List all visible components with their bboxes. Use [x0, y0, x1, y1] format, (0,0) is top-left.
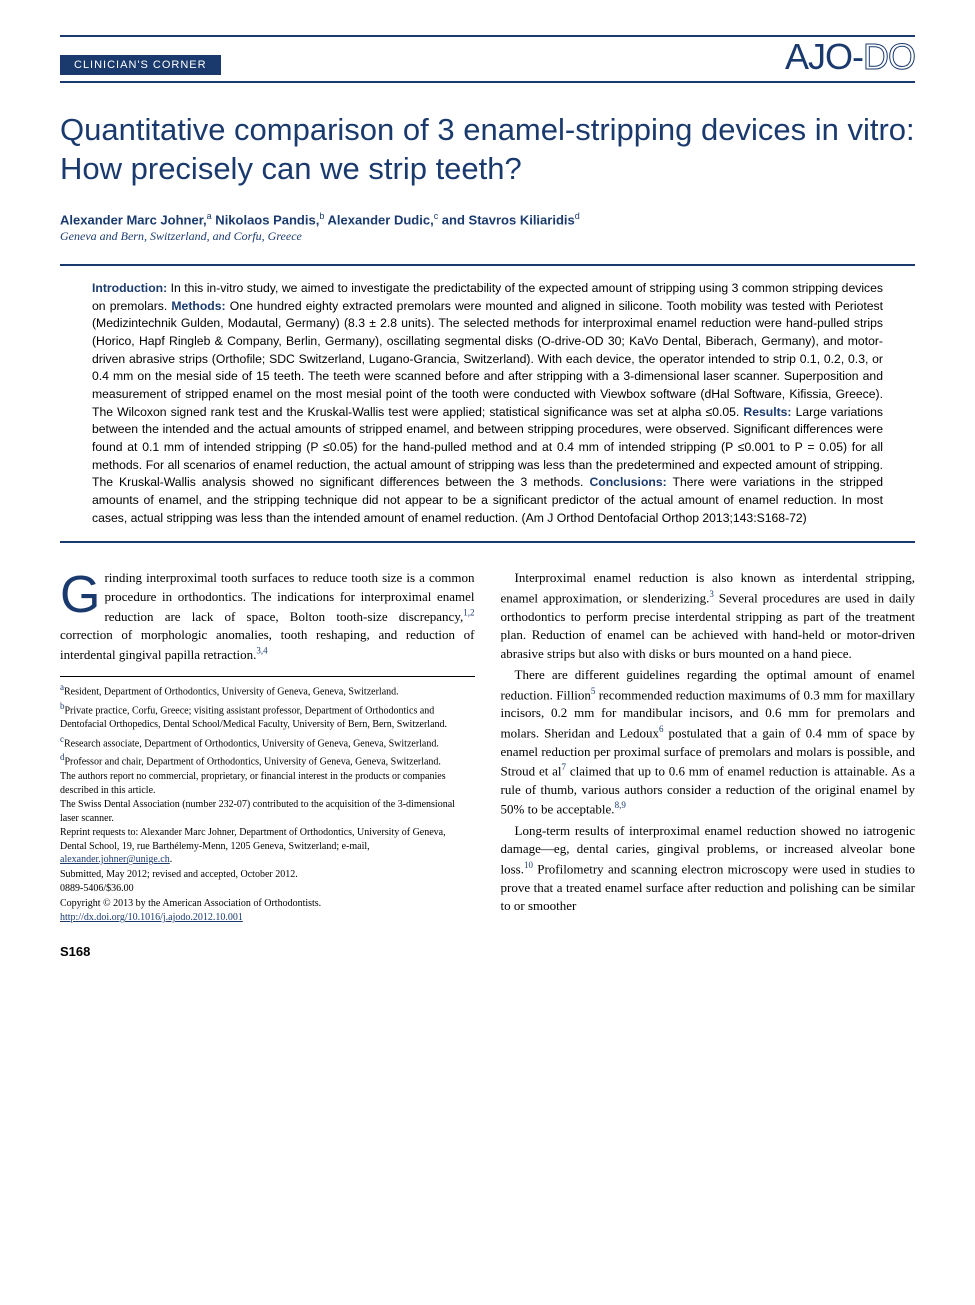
- dropcap: G: [60, 569, 104, 617]
- body-right-p2: There are different guidelines regarding…: [501, 666, 916, 819]
- abstract-methods-text: One hundred eighty extracted premolars w…: [92, 299, 883, 419]
- doi-link[interactable]: http://dx.doi.org/10.1016/j.ajodo.2012.1…: [60, 912, 243, 923]
- footnote-a: aResident, Department of Orthodontics, U…: [60, 681, 475, 699]
- abstract-concl-label: Conclusions:: [589, 475, 666, 489]
- journal-logo: AJO-DO: [785, 39, 915, 75]
- body-columns: Grinding interproximal tooth surfaces to…: [60, 569, 915, 925]
- affiliation-location: Geneva and Bern, Switzerland, and Corfu,…: [60, 229, 915, 244]
- article-title: Quantitative comparison of 3 enamel-stri…: [60, 111, 915, 189]
- journal-logo-left: AJO-: [785, 36, 863, 77]
- footnote-funding: The Swiss Dental Association (number 232…: [60, 798, 475, 825]
- footnote-doi: http://dx.doi.org/10.1016/j.ajodo.2012.1…: [60, 911, 475, 925]
- footnote-copyright: Copyright © 2013 by the American Associa…: [60, 897, 475, 911]
- abstract-intro-label: Introduction:: [92, 281, 167, 295]
- abstract-text: Introduction: In this in-vitro study, we…: [92, 280, 883, 528]
- column-right: Interproximal enamel reduction is also k…: [501, 569, 916, 925]
- body-p1: Grinding interproximal tooth surfaces to…: [60, 569, 475, 664]
- section-label: CLINICIAN'S CORNER: [60, 55, 221, 75]
- page-number: S168: [60, 944, 915, 959]
- footnote-submitted: Submitted, May 2012; revised and accepte…: [60, 868, 475, 882]
- body-right-p1: Interproximal enamel reduction is also k…: [501, 569, 916, 663]
- abstract-methods-label: Methods:: [171, 299, 225, 313]
- column-left: Grinding interproximal tooth surfaces to…: [60, 569, 475, 925]
- journal-logo-right: DO: [863, 36, 915, 77]
- footnote-b: bPrivate practice, Corfu, Greece; visiti…: [60, 700, 475, 731]
- abstract-results-label: Results:: [743, 405, 791, 419]
- footnote-reprint: Reprint requests to: Alexander Marc John…: [60, 826, 475, 867]
- author-list: Alexander Marc Johner,a Nikolaos Pandis,…: [60, 211, 915, 227]
- reprint-email-link[interactable]: alexander.johner@unige.ch: [60, 854, 170, 865]
- footnote-c: cResearch associate, Department of Ortho…: [60, 733, 475, 751]
- body-left-p1: rinding interproximal tooth surfaces to …: [60, 570, 475, 661]
- footnotes: aResident, Department of Orthodontics, U…: [60, 676, 475, 924]
- footnote-coi: The authors report no commercial, propri…: [60, 770, 475, 797]
- header-bar: CLINICIAN'S CORNER AJO-DO: [60, 35, 915, 83]
- abstract-box: Introduction: In this in-vitro study, we…: [60, 264, 915, 544]
- body-right-p3: Long-term results of interproximal ename…: [501, 822, 916, 916]
- footnote-issn: 0889-5406/$36.00: [60, 882, 475, 896]
- footnote-d: dProfessor and chair, Department of Orth…: [60, 751, 475, 769]
